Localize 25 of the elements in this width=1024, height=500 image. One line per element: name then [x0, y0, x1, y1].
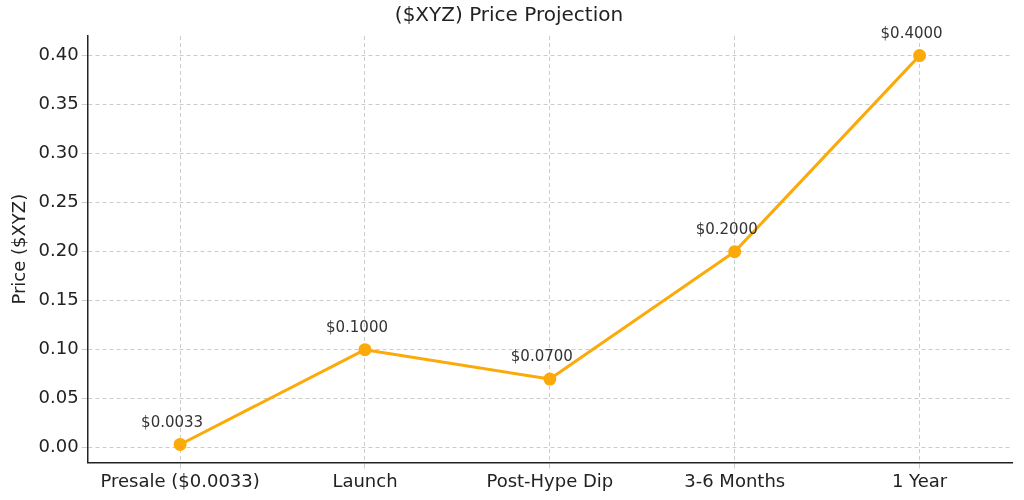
x-tick-label: Launch	[332, 469, 398, 491]
data-label: $0.1000	[325, 318, 388, 337]
y-tick-label: 0.15	[38, 288, 79, 310]
point	[358, 343, 372, 357]
chart-title: ($XYZ) Price Projection	[394, 2, 624, 27]
y-axis-title: Price ($XYZ)	[8, 193, 30, 305]
data-label: $0.0033	[141, 412, 204, 431]
y-tick-label: 0.35	[38, 92, 79, 114]
x-tick-label: 3-6 Months	[684, 469, 786, 491]
x-tick-label: Presale ($0.0033)	[100, 469, 260, 491]
y-tick-label: 0.40	[38, 43, 79, 65]
data-label: $0.0700	[510, 347, 573, 366]
y-tick-label: 0.30	[38, 141, 79, 163]
x-tick-label: Post-Hype Dip	[486, 469, 614, 491]
x-tick-label: 1 Year	[891, 469, 948, 491]
point	[543, 372, 557, 386]
point	[173, 437, 187, 451]
y-tick-label: 0.05	[38, 386, 79, 408]
y-tick-label: 0.10	[38, 337, 79, 359]
y-tick-label: 0.20	[38, 239, 79, 261]
y-tick-label: 0.00	[38, 435, 79, 457]
point	[913, 49, 927, 63]
point	[728, 245, 742, 259]
y-tick-label: 0.25	[38, 190, 79, 212]
data-label: $0.4000	[880, 24, 943, 42]
